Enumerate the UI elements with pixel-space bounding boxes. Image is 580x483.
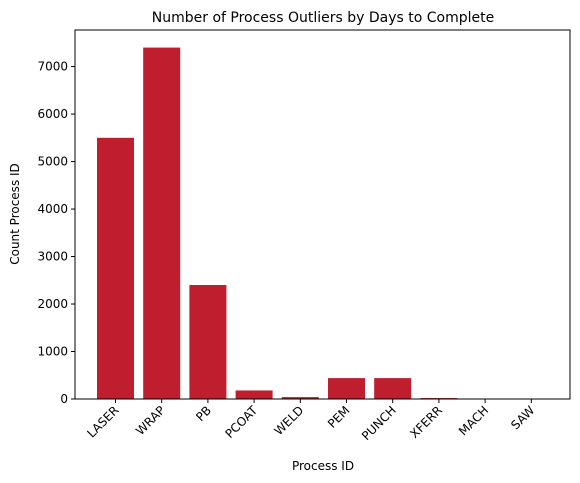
bar-laser: [97, 137, 134, 399]
bar-pb: [189, 285, 227, 399]
x-tick-label: PEM: [325, 403, 353, 431]
y-axis: 0 1000 2000 3000 4000 5000 6000 7000: [37, 60, 75, 406]
x-tick-label: WELD: [272, 403, 307, 438]
bar-weld: [281, 397, 319, 399]
x-axis: LASER WRAP PB PCOAT WELD PEM PUNCH XFERR MACH SAW: [84, 399, 538, 443]
bars-group: [97, 47, 550, 399]
y-tick-label: 1000: [37, 345, 68, 359]
x-axis-title: Process ID: [292, 459, 354, 473]
x-tick-label: MACH: [456, 403, 491, 438]
y-axis-title: Count Process ID: [8, 163, 22, 265]
y-tick-label: 5000: [37, 155, 68, 169]
bar-wrap: [143, 47, 181, 399]
y-tick-label: 2000: [37, 297, 68, 311]
y-tick-label: 6000: [37, 107, 68, 121]
y-tick-label: 7000: [37, 60, 68, 74]
chart-title: Number of Process Outliers by Days to Co…: [152, 10, 494, 26]
bar-pem: [328, 378, 365, 399]
x-tick-label: LASER: [84, 403, 121, 440]
y-tick-label: 3000: [37, 250, 68, 264]
x-tick-label: XFERR: [407, 403, 445, 441]
x-tick-label: PUNCH: [359, 403, 399, 443]
bar-punch: [374, 378, 412, 399]
x-tick-label: PB: [193, 403, 214, 424]
x-tick-label: PCOAT: [222, 403, 260, 441]
y-tick-label: 4000: [37, 202, 68, 216]
y-tick-label: 0: [60, 392, 68, 406]
plot-frame: [74, 29, 571, 400]
bar-pcoat: [235, 390, 273, 399]
x-tick-label: SAW: [508, 403, 537, 432]
x-tick-label: WRAP: [133, 403, 168, 438]
